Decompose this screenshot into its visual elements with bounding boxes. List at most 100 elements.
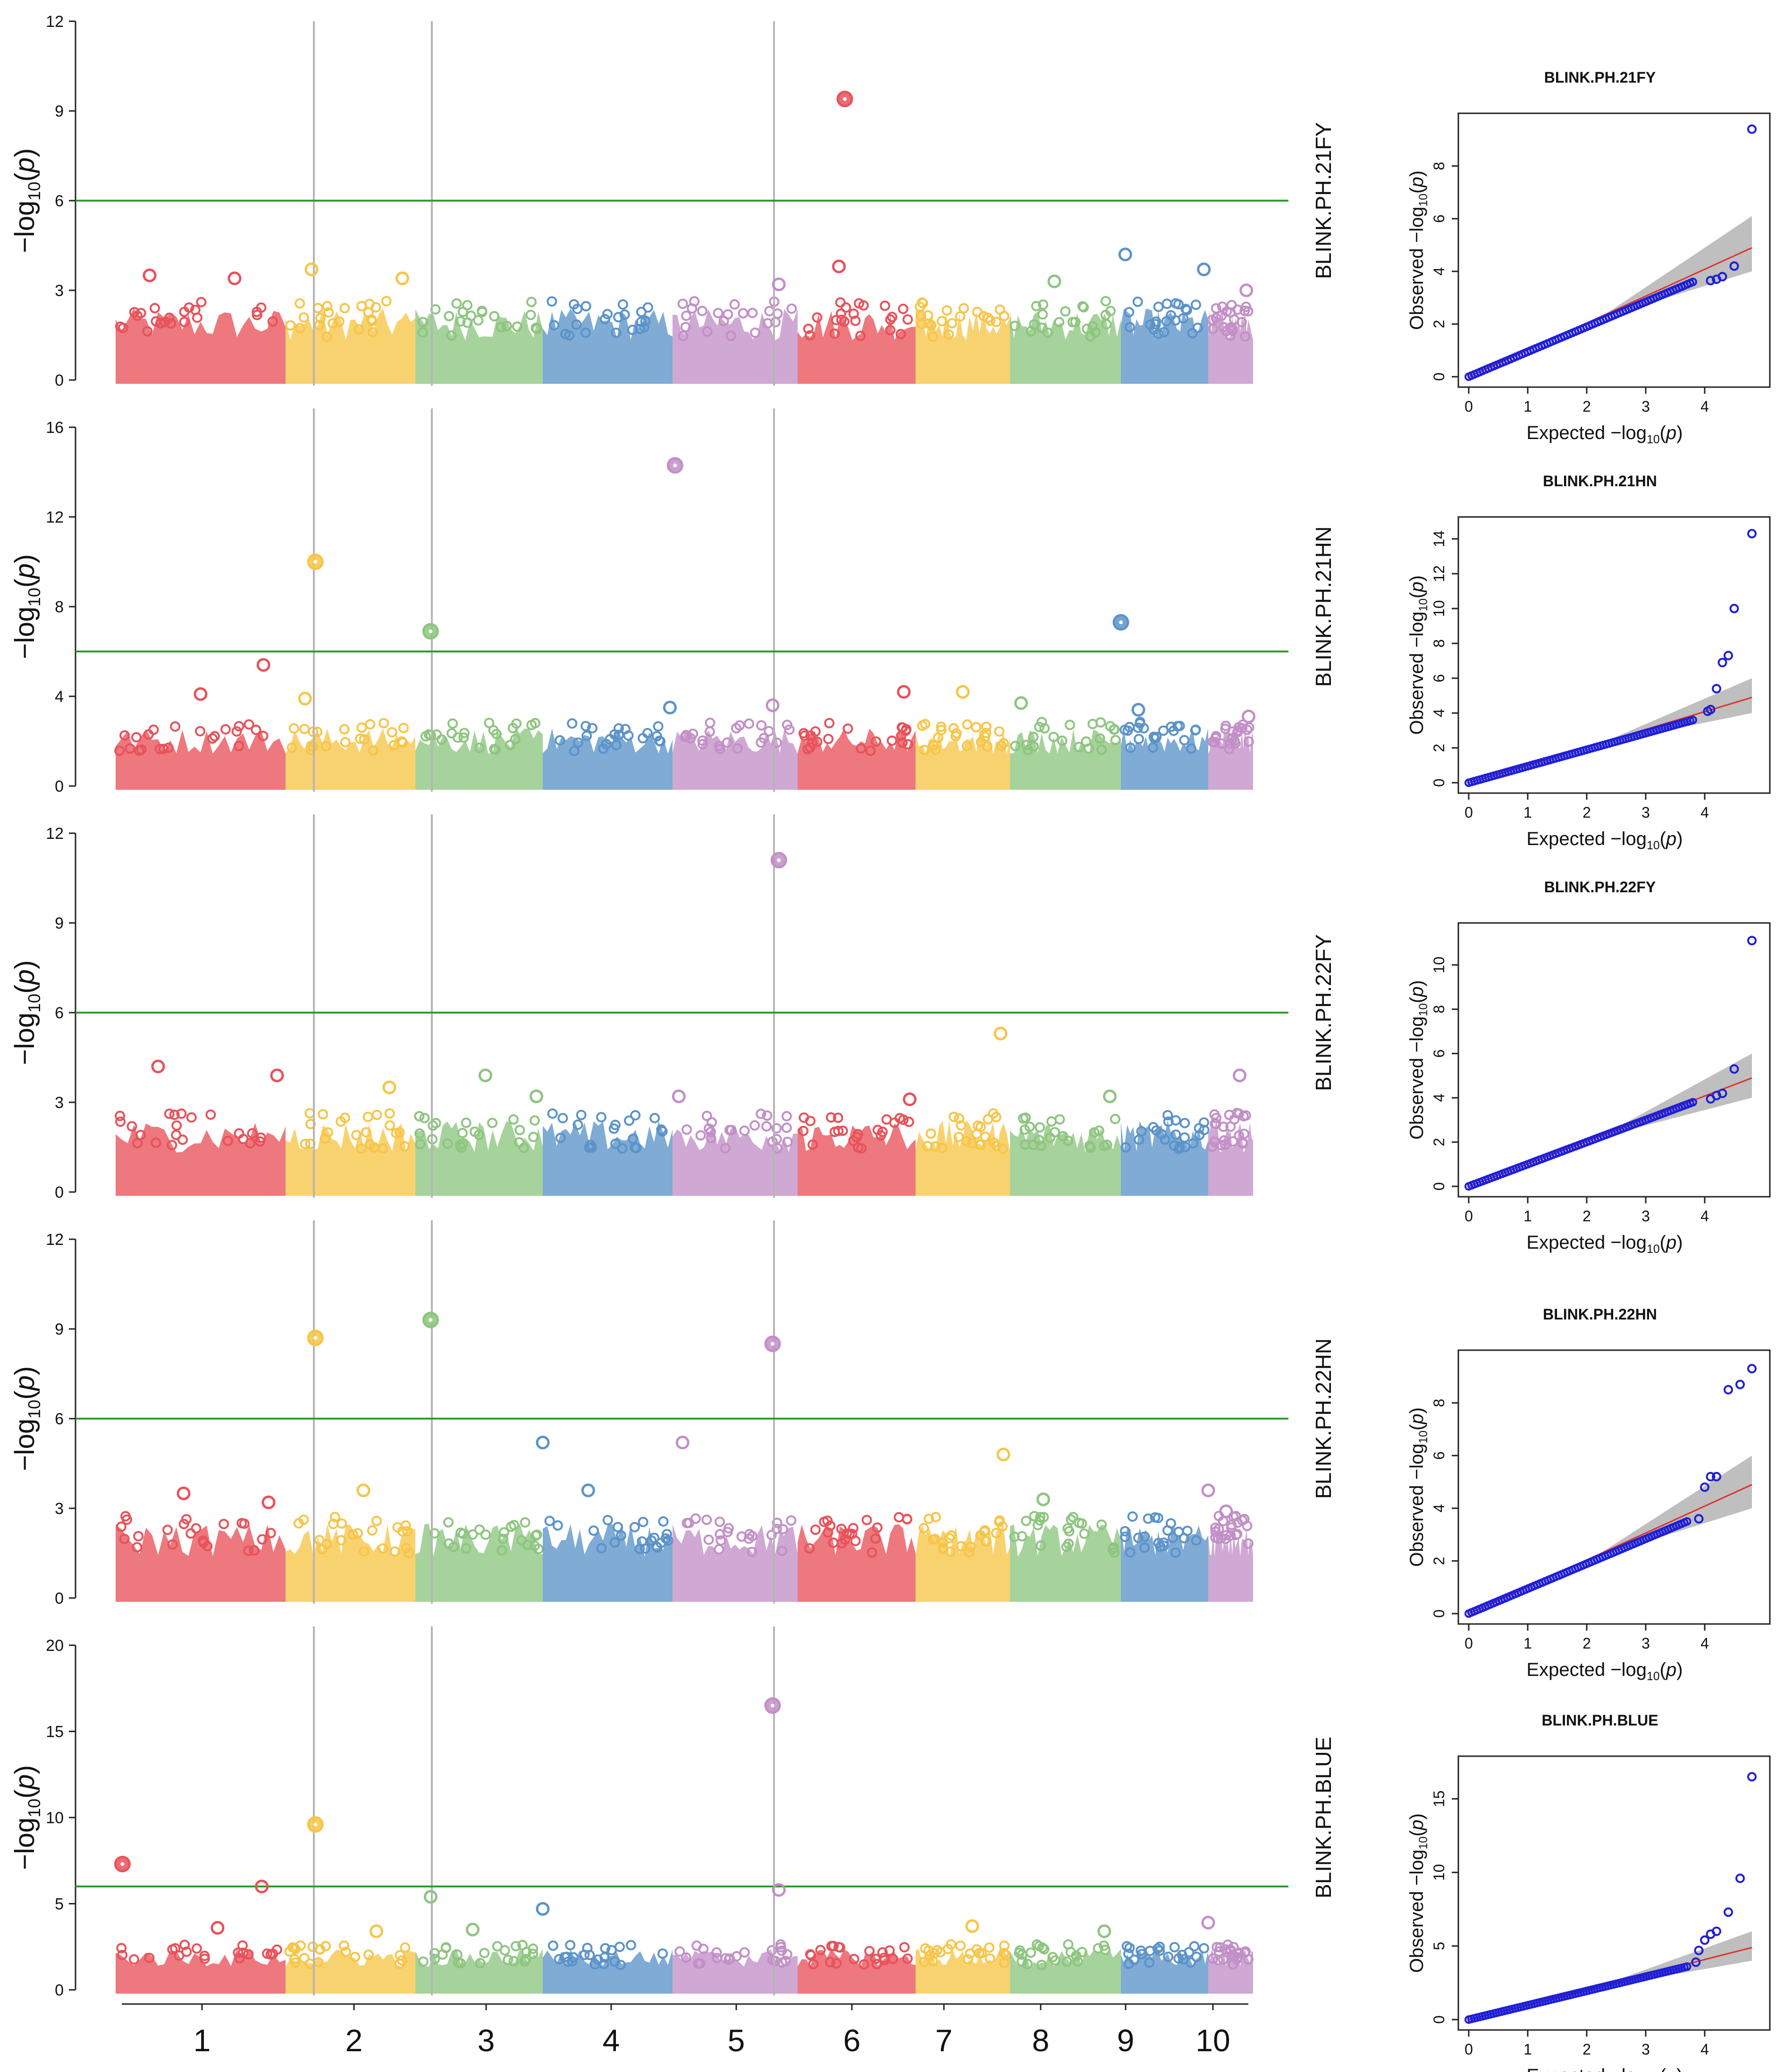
snp-point <box>555 735 565 746</box>
snp-point-high <box>832 259 846 273</box>
snp-point-high <box>304 262 319 277</box>
chromosome-label: 1 <box>194 2023 211 2058</box>
snp-point <box>824 718 835 728</box>
snp-point <box>1101 319 1112 330</box>
snp-point <box>658 1516 669 1527</box>
qq-point <box>1694 1514 1704 1524</box>
snp-point <box>1180 1142 1190 1152</box>
snp-point <box>477 307 488 317</box>
snp-point <box>726 1125 737 1135</box>
snp-point <box>1220 1139 1230 1150</box>
snp-point <box>528 1132 539 1142</box>
snp-point <box>1222 1939 1233 1950</box>
snp-point <box>1154 1945 1165 1956</box>
snp-point <box>1046 1116 1057 1127</box>
snp-point <box>613 1522 623 1532</box>
snp-point <box>1068 1512 1078 1522</box>
snp-point <box>839 316 850 327</box>
snp-point <box>771 1134 782 1144</box>
snp-point <box>1162 1110 1173 1121</box>
snp-point <box>715 1516 725 1527</box>
snp-point <box>1125 743 1136 753</box>
snp-point <box>899 1942 910 1953</box>
snp-point <box>1144 1957 1155 1968</box>
snp-point-high <box>993 1026 1008 1040</box>
snp-point <box>547 1108 558 1119</box>
snp-point <box>856 743 867 754</box>
qq-x-tick-label: 1 <box>1523 2041 1532 2058</box>
snp-point <box>458 1529 469 1539</box>
snp-point <box>1239 1514 1250 1524</box>
snp-point <box>613 312 624 322</box>
snp-point <box>747 1547 757 1557</box>
snp-point <box>1124 322 1135 333</box>
qq-point <box>1712 684 1721 693</box>
y-axis-title: −log10(p) <box>9 554 44 659</box>
snp-point <box>849 1954 859 1964</box>
snp-point <box>198 1535 209 1546</box>
snp-point-high <box>1197 262 1211 277</box>
snp-point <box>848 308 859 319</box>
snp-point <box>267 316 278 327</box>
snp-point <box>429 1528 440 1539</box>
snp-point <box>629 1522 640 1532</box>
snp-point <box>805 330 816 341</box>
snp-point <box>902 1514 912 1525</box>
snp-point-high <box>1014 696 1028 710</box>
snp-point <box>885 325 896 336</box>
snp-point <box>600 1943 611 1954</box>
chromosome-label: 10 <box>1195 2023 1230 2058</box>
snp-point <box>1060 306 1071 317</box>
qq-point <box>1729 604 1739 614</box>
snp-point <box>307 1941 318 1952</box>
snp-point <box>596 1543 607 1554</box>
snp-point <box>611 328 622 338</box>
snp-point <box>379 718 389 728</box>
snp-point <box>1216 1533 1227 1544</box>
snp-point <box>487 1117 498 1128</box>
chromosome-scatter-4 <box>547 1108 668 1154</box>
chromosome-scatter-8 <box>1010 717 1121 755</box>
snp-point <box>371 1109 382 1120</box>
snp-point <box>355 733 365 744</box>
snp-point <box>1133 1532 1144 1543</box>
snp-point <box>305 1119 316 1130</box>
snp-point <box>400 1942 411 1953</box>
snp-point-high <box>1103 1089 1117 1103</box>
snp-point <box>1221 1530 1232 1540</box>
snp-point <box>1031 301 1042 312</box>
chromosome-scatter-7 <box>917 719 1009 755</box>
snp-point <box>1224 744 1235 754</box>
snp-point <box>870 1954 881 1964</box>
snp-point <box>729 299 740 310</box>
snp-point <box>571 319 582 330</box>
snp-point <box>179 1939 190 1950</box>
qq-point <box>1747 1772 1757 1782</box>
snp-point <box>662 1529 673 1539</box>
chromosome-scatter-7 <box>919 1939 1011 1969</box>
snp-point <box>980 1536 991 1547</box>
chromosome-band-2 <box>286 1524 415 1602</box>
chromosome-scatter-3 <box>418 1940 539 1969</box>
snp-point <box>320 741 331 752</box>
qq-y-tick-label: 6 <box>1431 214 1447 223</box>
snp-point <box>989 1137 1000 1148</box>
chromosome-scatter-4 <box>547 1940 668 1971</box>
snp-point <box>339 1940 349 1951</box>
snp-point <box>861 1514 872 1525</box>
snp-point <box>401 1543 412 1554</box>
snp-point <box>205 1109 216 1120</box>
snp-point <box>1163 1952 1174 1962</box>
chromosome-scatter-10 <box>1207 719 1254 754</box>
snp-point <box>856 1143 867 1154</box>
qq-title: BLINK.PH.BLUE <box>1541 1712 1658 1729</box>
snp-point <box>920 1943 931 1954</box>
snp-point <box>166 318 177 329</box>
chromosome-band-7 <box>916 1949 1010 1994</box>
snp-point <box>1035 1515 1045 1526</box>
snp-point <box>1100 1945 1111 1955</box>
qq-x-tick-label: 0 <box>1464 1208 1473 1225</box>
snp-point <box>1050 1127 1060 1138</box>
snp-point <box>1216 310 1227 321</box>
snp-point <box>835 297 846 308</box>
